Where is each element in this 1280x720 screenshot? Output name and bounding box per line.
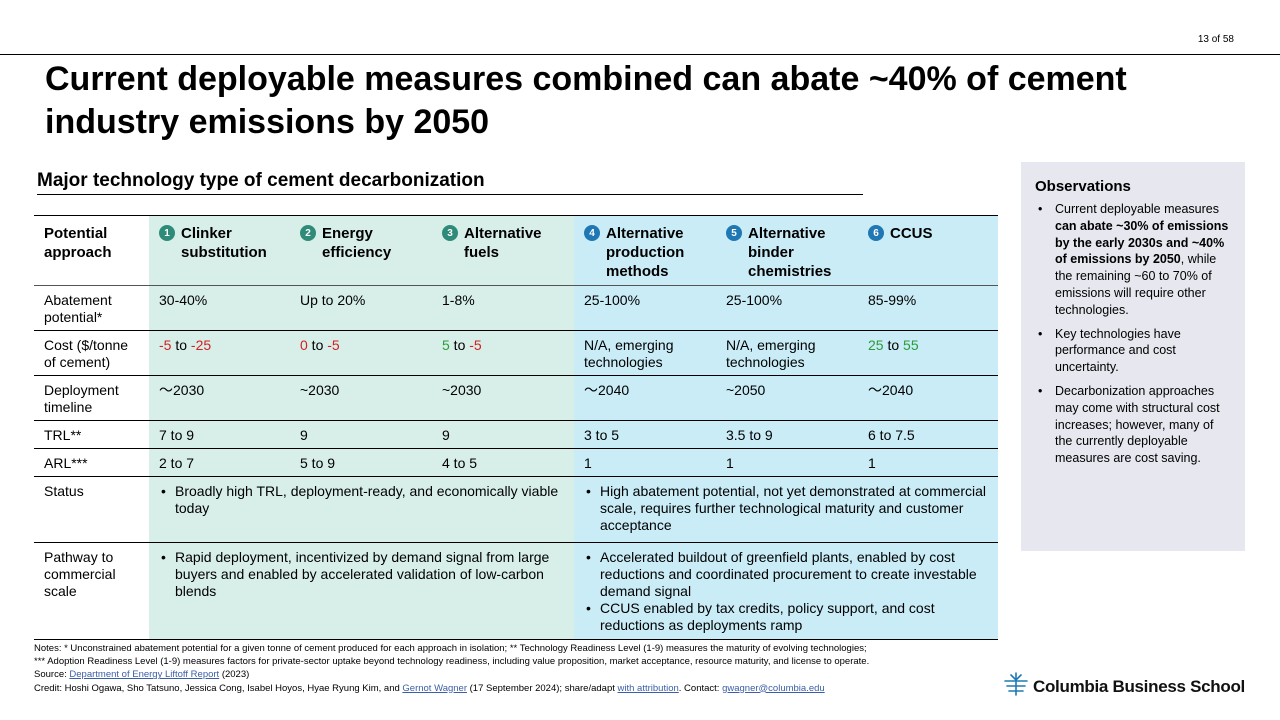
table-cell: 3 to 5 [574,420,716,449]
observation-item: Key technologies have performance and co… [1035,326,1231,376]
row-label: TRL** [34,420,149,449]
table-cell: 6 to 7.5 [858,420,998,449]
table-cell: Broadly high TRL, deployment-ready, and … [149,476,574,543]
table-cell: 2 to 7 [149,448,290,477]
observations-panel: Observations Current deployable measures… [1021,162,1245,551]
top-rule [0,54,1280,55]
table-cell: 1-8% [432,285,574,331]
row-label: Pathway to commercial scale [34,542,149,640]
observation-item: Decarbonization approaches may come with… [1035,383,1231,467]
row-label: ARL*** [34,448,149,477]
table-cell: 5 to 9 [290,448,432,477]
table-cell: -5 to -25 [149,330,290,376]
list-item: High abatement potential, not yet demons… [584,483,988,534]
number-badge: 2 [300,225,316,241]
section-heading: Major technology type of cement decarbon… [37,170,863,195]
table-cell: 〜2030 [149,375,290,421]
table-cell: 25-100% [716,285,858,331]
table-row-status: Status Broadly high TRL, deployment-read… [34,476,998,543]
attribution-link[interactable]: with attribution [617,682,679,694]
row-label: Cost ($/tonne of cement) [34,330,149,376]
table-cell: N/A, emerging technologies [716,330,858,376]
col-header-binder: 5 Alternative binder chemistries [716,215,858,286]
number-badge: 5 [726,225,742,241]
note-line: *** Adoption Readiness Level (1-9) measu… [34,656,870,668]
table-row-cost: Cost ($/tonne of cement) -5 to -25 0 to … [34,330,998,376]
number-badge: 1 [159,225,175,241]
table-row-abatement: Abatement potential* 30-40% Up to 20% 1-… [34,285,998,331]
credit-line: Credit: Hoshi Ogawa, Sho Tatsuno, Jessic… [34,682,825,694]
row-label: Abatement potential* [34,285,149,331]
table-cell: Accelerated buildout of greenfield plant… [574,542,998,640]
table-cell: 25-100% [574,285,716,331]
table-cell: 9 [290,420,432,449]
table-cell: Rapid deployment, incentivized by demand… [149,542,574,640]
table-cell: 85-99% [858,285,998,331]
col-header-energy: 2 Energy efficiency [290,215,432,286]
list-item: Rapid deployment, incentivized by demand… [159,549,564,600]
source-line: Source: Department of Energy Liftoff Rep… [34,669,250,681]
table-cell: 0 to -5 [290,330,432,376]
row-label: Deployment timeline [34,375,149,421]
table-row-trl: TRL** 7 to 9 9 9 3 to 5 3.5 to 9 6 to 7.… [34,420,998,449]
table-cell: Up to 20% [290,285,432,331]
table-cell: 1 [858,448,998,477]
observations-heading: Observations [1035,178,1131,195]
table-cell: 30-40% [149,285,290,331]
table-cell: 25 to 55 [858,330,998,376]
table-cell: High abatement potential, not yet demons… [574,476,998,543]
number-badge: 6 [868,225,884,241]
table-row-pathway: Pathway to commercial scale Rapid deploy… [34,542,998,640]
page-number: 13 of 58 [1197,34,1234,45]
table-cell: 4 to 5 [432,448,574,477]
logo-text: Columbia Business School [1033,676,1245,696]
table-cell: 5 to -5 [432,330,574,376]
table-row-arl: ARL*** 2 to 7 5 to 9 4 to 5 1 1 1 [34,448,998,477]
table-cell: ~2030 [290,375,432,421]
columbia-crown-icon [1003,671,1029,702]
table-cell: N/A, emerging technologies [574,330,716,376]
col-header-ccus: 6 CCUS [858,215,998,286]
list-item: CCUS enabled by tax credits, policy supp… [584,600,988,634]
table-cell: 7 to 9 [149,420,290,449]
table-header-row: Potential approach 1 Clinker substitution… [34,215,998,286]
col-header-production: 4 Alternative production methods [574,215,716,286]
number-badge: 4 [584,225,600,241]
row-label: Status [34,476,149,543]
table-cell: 1 [574,448,716,477]
email-link[interactable]: gwagner@columbia.edu [722,682,825,694]
number-badge: 3 [442,225,458,241]
col-header-clinker: 1 Clinker substitution [149,215,290,286]
source-link[interactable]: Department of Energy Liftoff Report [69,669,220,681]
table-row-deployment: Deployment timeline 〜2030 ~2030 ~2030 〜2… [34,375,998,421]
corner-header: Potential approach [34,215,149,286]
table-cell: ~2050 [716,375,858,421]
observation-item: Current deployable measures can abate ~3… [1035,201,1231,319]
columbia-logo: Columbia Business School [1003,671,1245,702]
table-cell: 〜2040 [858,375,998,421]
note-line: Notes: * Unconstrained abatement potenti… [34,643,867,654]
footnotes: Notes: * Unconstrained abatement potenti… [34,642,1004,695]
list-item: Accelerated buildout of greenfield plant… [584,549,988,600]
table-cell: 9 [432,420,574,449]
table-cell: 3.5 to 9 [716,420,858,449]
technology-table: Potential approach 1 Clinker substitution… [34,215,998,640]
slide-title: Current deployable measures combined can… [45,60,1127,141]
table-cell: ~2030 [432,375,574,421]
col-header-fuels: 3 Alternative fuels [432,215,574,286]
table-cell: 1 [716,448,858,477]
author-link[interactable]: Gernot Wagner [402,682,467,694]
list-item: Broadly high TRL, deployment-ready, and … [159,483,564,517]
table-cell: 〜2040 [574,375,716,421]
